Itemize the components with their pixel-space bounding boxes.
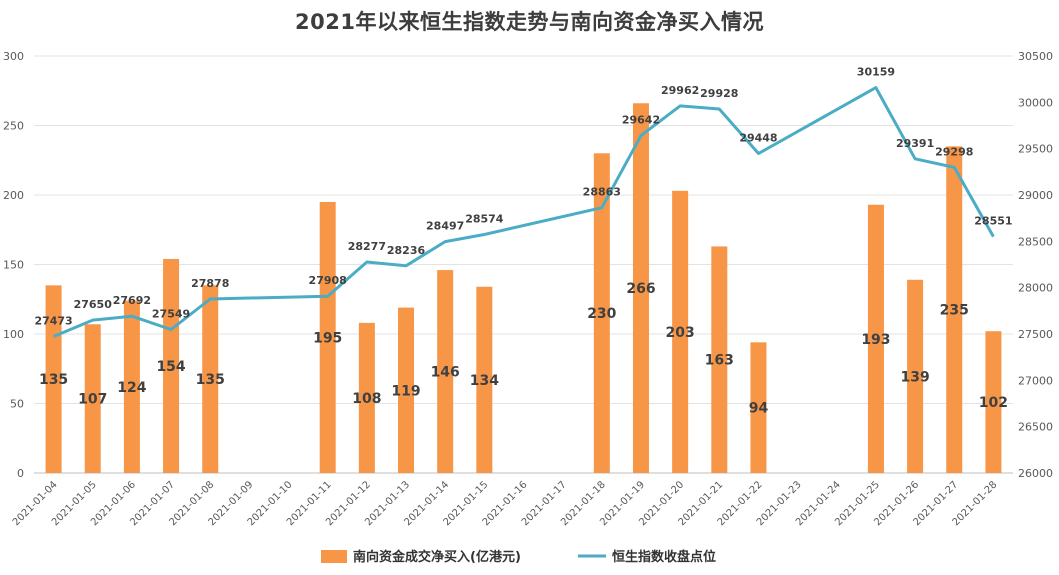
- bar: [476, 286, 493, 473]
- bar: [319, 201, 336, 473]
- bar: [907, 279, 924, 473]
- series-line: [53, 86, 995, 338]
- bar-data-label: 195: [313, 330, 342, 346]
- line-data-label: 27650: [74, 298, 113, 311]
- bar: [202, 285, 219, 473]
- bar: [672, 190, 689, 473]
- line-data-label: 27692: [113, 294, 151, 307]
- line-data-label: 29448: [739, 131, 777, 144]
- bar-data-label: 163: [705, 353, 734, 369]
- bar-data-label: 266: [626, 281, 655, 297]
- y-right-tick-label: 29500: [1018, 143, 1053, 156]
- bar: [163, 258, 180, 473]
- line-data-label: 28574: [465, 212, 504, 225]
- line-data-label: 29928: [700, 87, 738, 100]
- bar: [358, 322, 375, 473]
- bar-data-label: 146: [431, 365, 460, 381]
- line-data-label: 27549: [152, 307, 190, 320]
- bar-data-label: 124: [117, 380, 146, 396]
- bar: [593, 153, 610, 474]
- bar-data-label: 108: [352, 391, 381, 407]
- bar-data-label: 139: [900, 369, 929, 385]
- bar-data-label: 154: [156, 359, 185, 375]
- bar-data-label: 102: [979, 395, 1008, 411]
- bar: [750, 342, 767, 473]
- y-left-tick-label: 50: [10, 398, 24, 411]
- legend-label-bar: 南向资金成交净买入(亿港元): [353, 549, 521, 565]
- y-left-tick-label: 100: [3, 328, 24, 341]
- bar: [398, 307, 415, 473]
- legend-label-line: 恒生指数收盘点位: [612, 549, 716, 565]
- y-left-tick-label: 200: [3, 189, 24, 202]
- line-data-label: 27878: [191, 277, 229, 290]
- y-right-tick-label: 28000: [1018, 282, 1053, 295]
- y-left-tick-label: 300: [3, 50, 24, 63]
- y-right-tick-label: 30000: [1018, 96, 1053, 109]
- bar-data-label: 203: [666, 325, 695, 341]
- bar: [123, 300, 140, 473]
- bar-data-label: 119: [391, 383, 420, 399]
- line-data-label: 28551: [974, 215, 1012, 228]
- bar-data-label: 193: [861, 332, 890, 348]
- bar-data-label: 107: [78, 392, 107, 408]
- bar: [985, 331, 1002, 473]
- bar: [632, 103, 649, 473]
- bar-data-label: 135: [196, 372, 225, 388]
- y-right-tick-label: 26000: [1018, 467, 1053, 480]
- line-data-label: 27908: [309, 274, 347, 287]
- bar-data-label: 94: [749, 401, 769, 417]
- bar: [437, 270, 454, 473]
- y-right-tick-label: 30500: [1018, 50, 1053, 63]
- y-left-tick-label: 250: [3, 120, 24, 133]
- bar: [867, 204, 884, 474]
- legend-swatch-bar: [321, 550, 347, 563]
- line-data-label: 29391: [896, 137, 934, 150]
- chart-title: 2021年以来恒生指数走势与南向资金净买入情况: [295, 10, 764, 34]
- line-data-label: 27473: [34, 315, 72, 328]
- line-data-label: 28236: [387, 244, 426, 257]
- bar: [84, 324, 101, 473]
- bar-data-label: 235: [940, 303, 969, 319]
- y-right-tick-label: 29000: [1018, 189, 1053, 202]
- y-right-tick-label: 27000: [1018, 374, 1053, 387]
- bar-data-label: 135: [39, 372, 68, 388]
- bar: [45, 285, 62, 473]
- line-data-label: 30159: [857, 66, 895, 79]
- bar: [711, 246, 728, 473]
- bar: [946, 146, 963, 473]
- y-right-tick-label: 27500: [1018, 328, 1053, 341]
- line-data-label: 28277: [348, 240, 386, 253]
- line-data-label: 28497: [426, 220, 464, 233]
- bar-data-label: 230: [587, 306, 616, 322]
- y-left-tick-label: 0: [17, 467, 24, 480]
- line-data-label: 29962: [661, 84, 699, 97]
- y-right-tick-label: 26500: [1018, 421, 1053, 434]
- y-right-tick-label: 28500: [1018, 235, 1053, 248]
- legend: 南向资金成交净买入(亿港元) 恒生指数收盘点位: [321, 549, 716, 565]
- bar-data-label: 134: [470, 373, 499, 389]
- y-left-tick-label: 150: [3, 259, 24, 272]
- line-data-label: 29298: [935, 145, 973, 158]
- line-data-label: 28863: [583, 186, 621, 199]
- line-data-label: 29642: [622, 114, 660, 127]
